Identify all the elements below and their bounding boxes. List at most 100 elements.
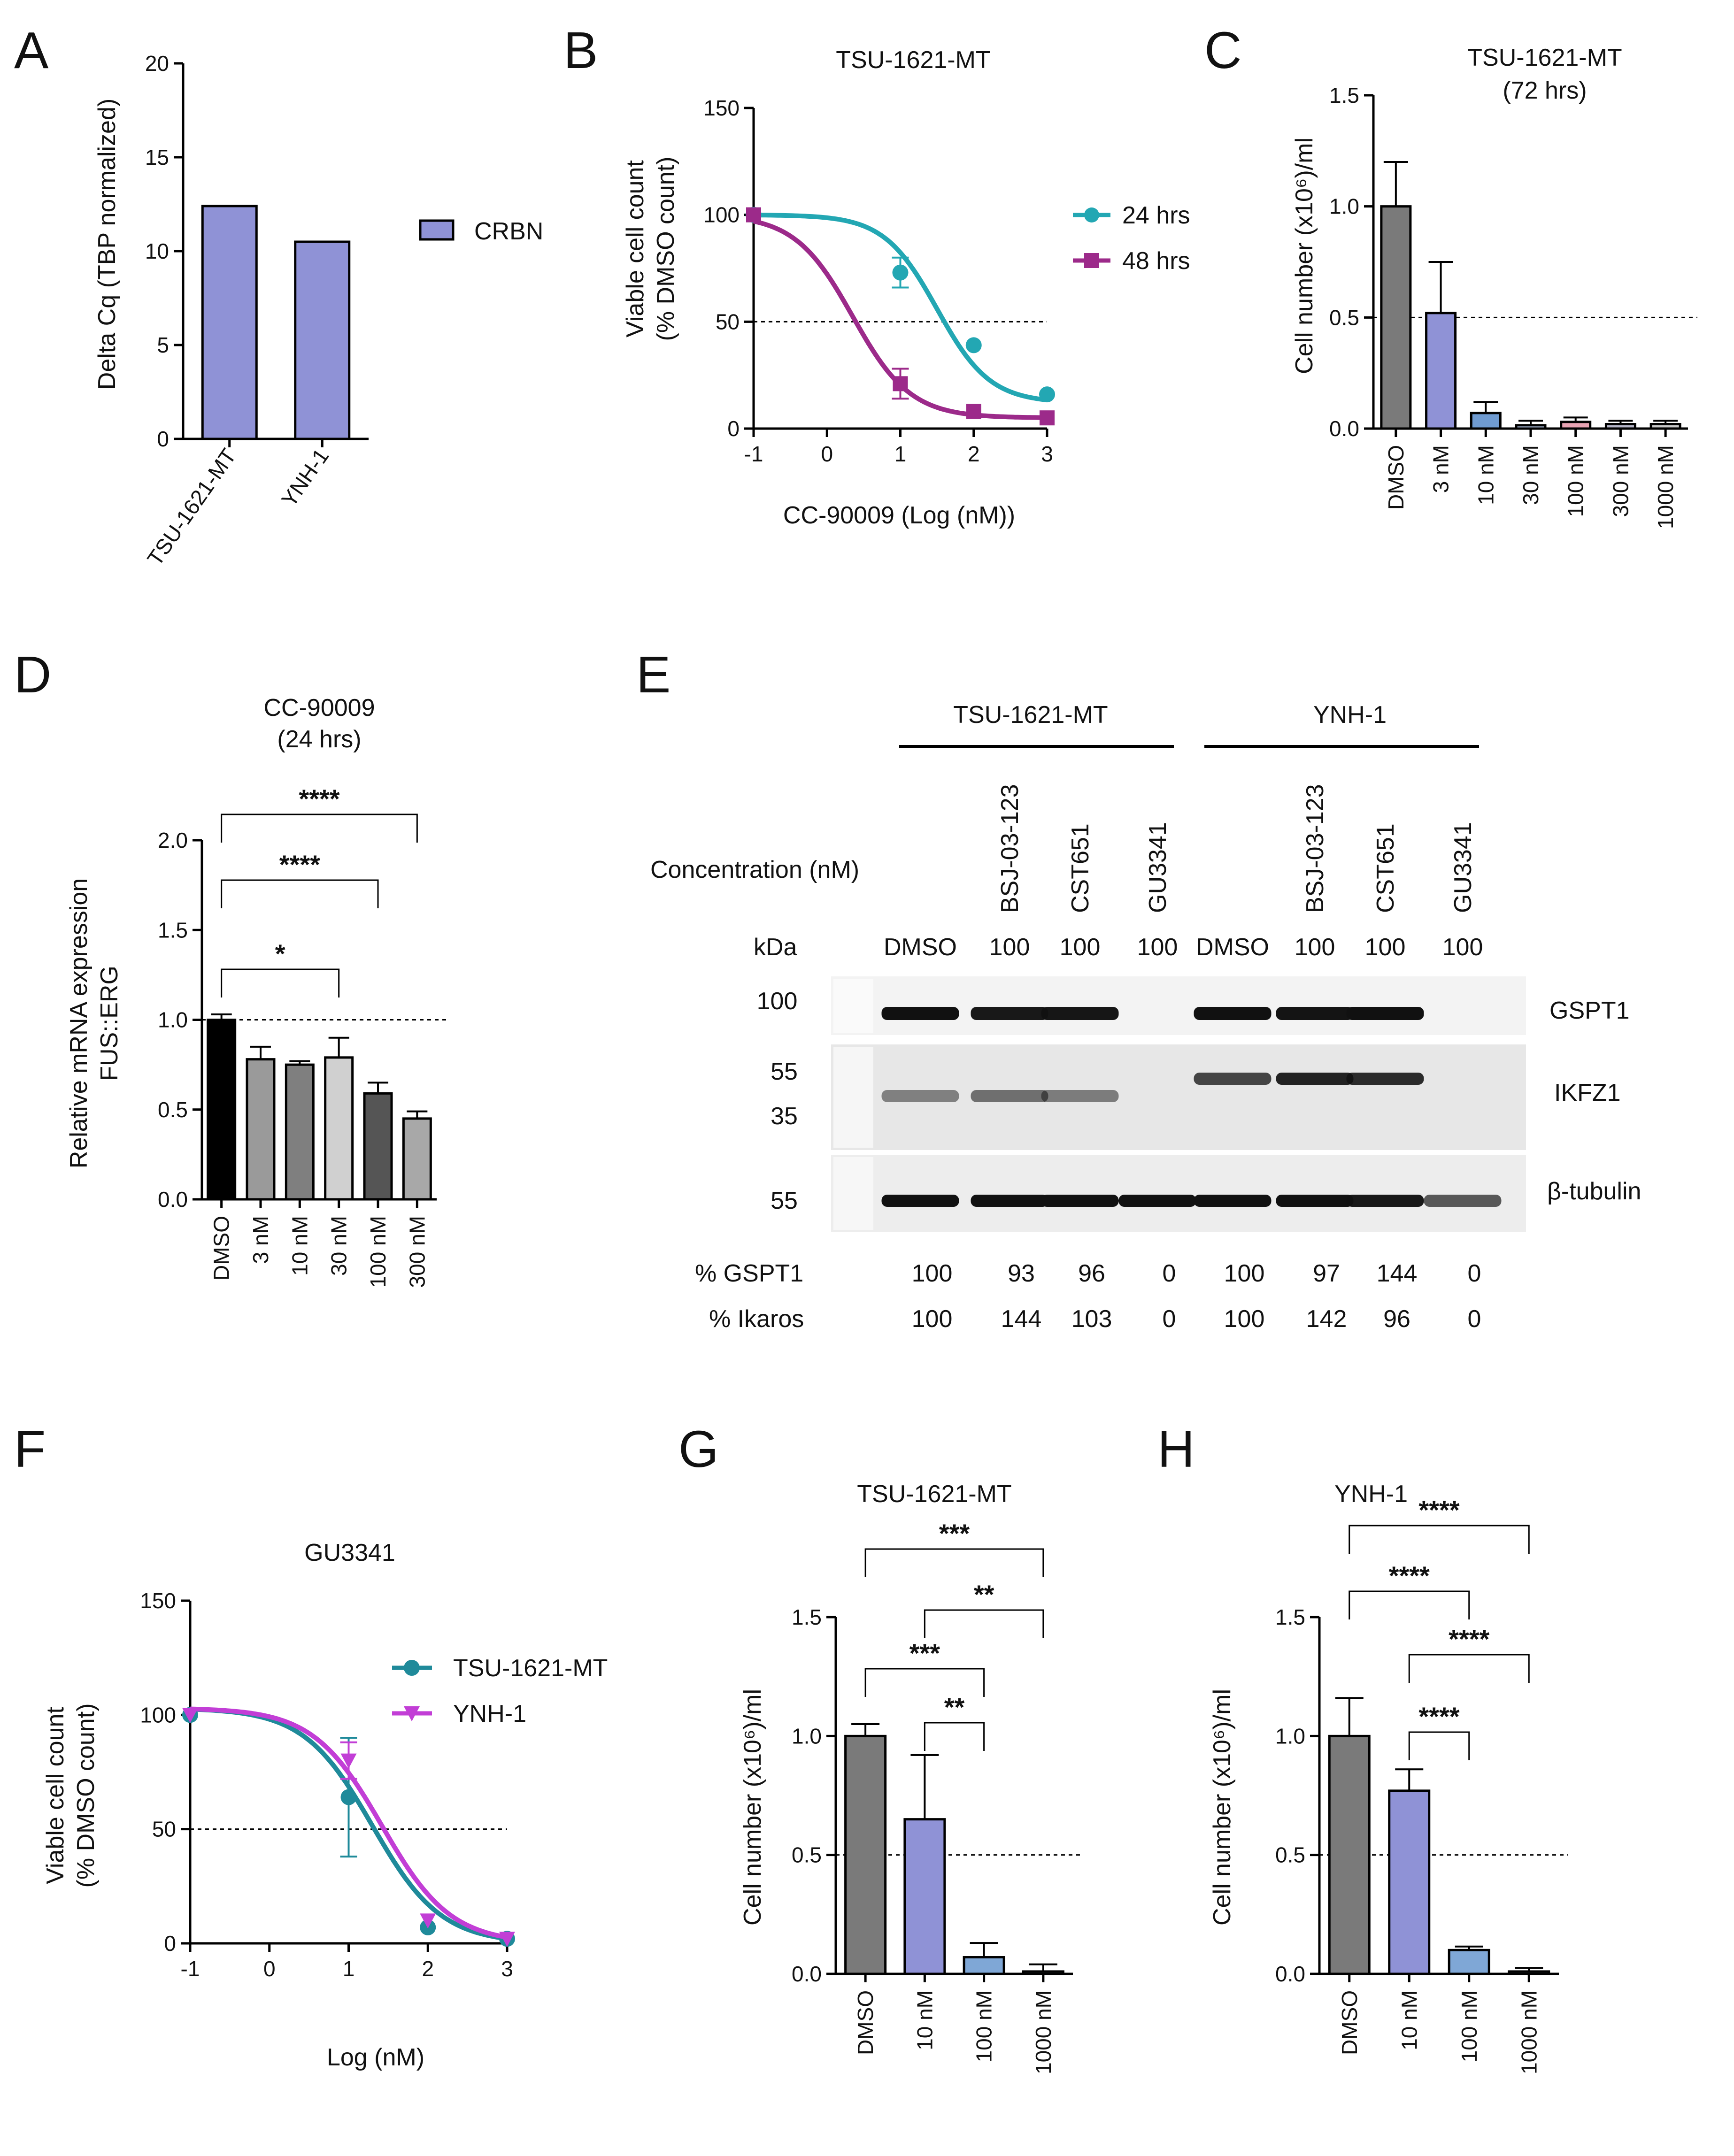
panel-letter-g: G — [678, 1420, 719, 1478]
D-axes-significance-bracket — [221, 968, 340, 997]
F-axes-ytick-label: 50 — [152, 1817, 176, 1841]
panel-a: 0 5 10 15 20 TSU-1621-MT YNH-1 Delta Cq (TBP n… — [93, 51, 543, 570]
F-axes-data-point — [182, 1708, 198, 1723]
panel-d-title-line1: CC-90009 — [263, 694, 375, 721]
blot-band-tubulin-lane — [1041, 1195, 1119, 1207]
F-axes-data-point — [499, 1932, 515, 1947]
C-axes-category-label: DMSO — [1384, 445, 1408, 510]
panel-letter-c: C — [1204, 22, 1241, 79]
blot-band-tubulin-lane — [1276, 1195, 1354, 1207]
panel-c-title-line1: TSU-1621-MT — [1467, 44, 1622, 71]
C-axes-ytick-label: 1.5 — [1329, 83, 1359, 107]
G-axes-significance-label: *** — [939, 1519, 970, 1548]
panel-b-ylabel-line1: Viable cell count — [622, 160, 649, 338]
blot-kda-label: kDa — [754, 934, 797, 961]
panel-d-ylabel-line1: Relative mRNA expression — [65, 878, 92, 1168]
blot-band-tubulin-lane — [881, 1195, 959, 1207]
D-axes-category-label: 300 nM — [405, 1216, 429, 1288]
D-axes-bar — [285, 1063, 315, 1201]
blot-lane-label: 100 — [1137, 934, 1178, 961]
blot-quant-value: 0 — [1163, 1305, 1176, 1333]
blot-strip-ikfz1 — [831, 1044, 1526, 1150]
H-axes-bar — [1448, 1949, 1490, 1975]
B-axes-data-point — [1040, 410, 1055, 426]
D-axes-ytick-label: 2.0 — [158, 828, 188, 852]
G-axes-category-label: 10 nM — [912, 1990, 937, 2050]
panel-f-legend-marker-ynh — [404, 1706, 420, 1721]
blot-band-gspt1-lane — [881, 1007, 959, 1020]
B-axes-data-point — [893, 376, 908, 391]
D-axes-bar — [402, 1117, 432, 1201]
D-axes-ytick-label: 1.5 — [158, 918, 188, 942]
C-axes-bar — [1604, 423, 1636, 430]
H-axes-significance-label: **** — [1418, 1495, 1459, 1525]
panel-f-legend-ynh: YNH-1 — [453, 1700, 526, 1727]
H-axes-ytick-label: 1.0 — [1275, 1724, 1305, 1748]
C-axes-category-label: 300 nM — [1608, 445, 1633, 517]
panel-a-axes: 0 5 10 15 20 TSU-1621-MT YNH-1 — [142, 51, 369, 570]
C-axes-category-label: 1000 nM — [1653, 445, 1678, 529]
blot-marker-55-b: 55 — [771, 1187, 798, 1214]
panel-a-legend-label: CRBN — [474, 218, 543, 245]
D-axes-ytick-label: 0.0 — [158, 1187, 188, 1212]
panel-a-legend-swatch — [419, 219, 455, 241]
blot-band-gspt1-lane — [1194, 1007, 1272, 1020]
blot-lane-label: 100 — [1442, 934, 1483, 961]
G-axes-significance-label: *** — [909, 1638, 940, 1668]
blot-band-ikfz1-lane — [971, 1090, 1048, 1102]
A-axes-ytick-label: 20 — [145, 51, 169, 76]
G-axes-category-label: 100 nM — [972, 1990, 996, 2062]
blot-quant-value: 0 — [1468, 1305, 1481, 1333]
H-axes-significance-label: **** — [1449, 1624, 1489, 1654]
C-axes-category-label: 30 nM — [1518, 445, 1543, 505]
blot-band-ikfz1: IKFZ1 — [1554, 1079, 1621, 1106]
B-axes-data-point — [746, 207, 761, 223]
G-axes-ytick-label: 1.0 — [792, 1724, 822, 1748]
G-axes-significance-bracket — [864, 1668, 985, 1697]
H-axes-category-label: DMSO — [1337, 1990, 1362, 2055]
blot-band-tubulin-lane — [1194, 1195, 1272, 1207]
panel-h-axes: 0.0 0.5 1.0 1.5 DMSO 10 nM 100 nM 1000 nM **** **… — [1275, 1495, 1568, 2074]
blot-band-ikfz1-lane — [881, 1090, 959, 1102]
panel-f-ylabel-line1: Viable cell count — [42, 1707, 69, 1884]
blot-band-ikfz1-lane — [1346, 1073, 1424, 1085]
blot-quant-value: 100 — [1224, 1260, 1265, 1287]
blot-strip-tubulin — [831, 1155, 1526, 1232]
panel-letter-f: F — [14, 1420, 46, 1478]
B-axes-data-point — [965, 337, 982, 353]
blot-lane-label: 100 — [989, 934, 1030, 961]
D-axes-significance-bracket — [221, 813, 418, 843]
B-axes-xtick-label: -1 — [744, 442, 763, 466]
A-axes-ytick-label: 0 — [157, 427, 169, 451]
panel-b-legend-48: 48 hrs — [1122, 247, 1190, 275]
D-axes-category-label: 100 nM — [366, 1216, 390, 1288]
panel-b-xlabel: CC-90009 (Log (nM)) — [783, 502, 1015, 529]
blot-marker-35: 35 — [771, 1103, 798, 1130]
blot-lane-label: DMSO — [1196, 934, 1269, 961]
B-axes-xtick-label: 0 — [821, 442, 833, 466]
F-axes-data-point — [340, 1789, 357, 1805]
H-axes-significance-label: **** — [1418, 1702, 1459, 1731]
H-axes-category-label: 1000 nM — [1517, 1990, 1541, 2074]
blot-strip-gspt1 — [831, 976, 1526, 1035]
blot-quant-value: 100 — [912, 1260, 953, 1287]
blot-bands — [881, 1007, 1502, 1207]
H-axes-category-label: 100 nM — [1457, 1990, 1481, 2062]
H-axes-ytick-label: 1.5 — [1275, 1605, 1305, 1629]
D-axes-significance-label: **** — [279, 850, 320, 879]
panel-f-legend-tsu: TSU-1621-MT — [453, 1655, 608, 1682]
F-axes-xtick-label: 3 — [501, 1957, 513, 1981]
G-axes-bar — [844, 1734, 887, 1975]
panel-f-legend-marker-tsu — [404, 1660, 420, 1676]
blot-band-ikfz1-lane — [1194, 1073, 1272, 1085]
panel-d: CC-90009 (24 hrs) 0.0 0.5 1.0 1.5 2.0 DMSO 3 n… — [65, 694, 446, 1288]
C-axes-bar — [1515, 424, 1547, 430]
blot-quant-value: 100 — [912, 1305, 953, 1333]
D-axes-category-label: DMSO — [209, 1216, 234, 1281]
blot-compound-label: CST651 — [1372, 823, 1399, 913]
blot-compound-label: BSJ-03-123 — [996, 784, 1024, 913]
blot-quant-value: 100 — [1224, 1305, 1265, 1333]
